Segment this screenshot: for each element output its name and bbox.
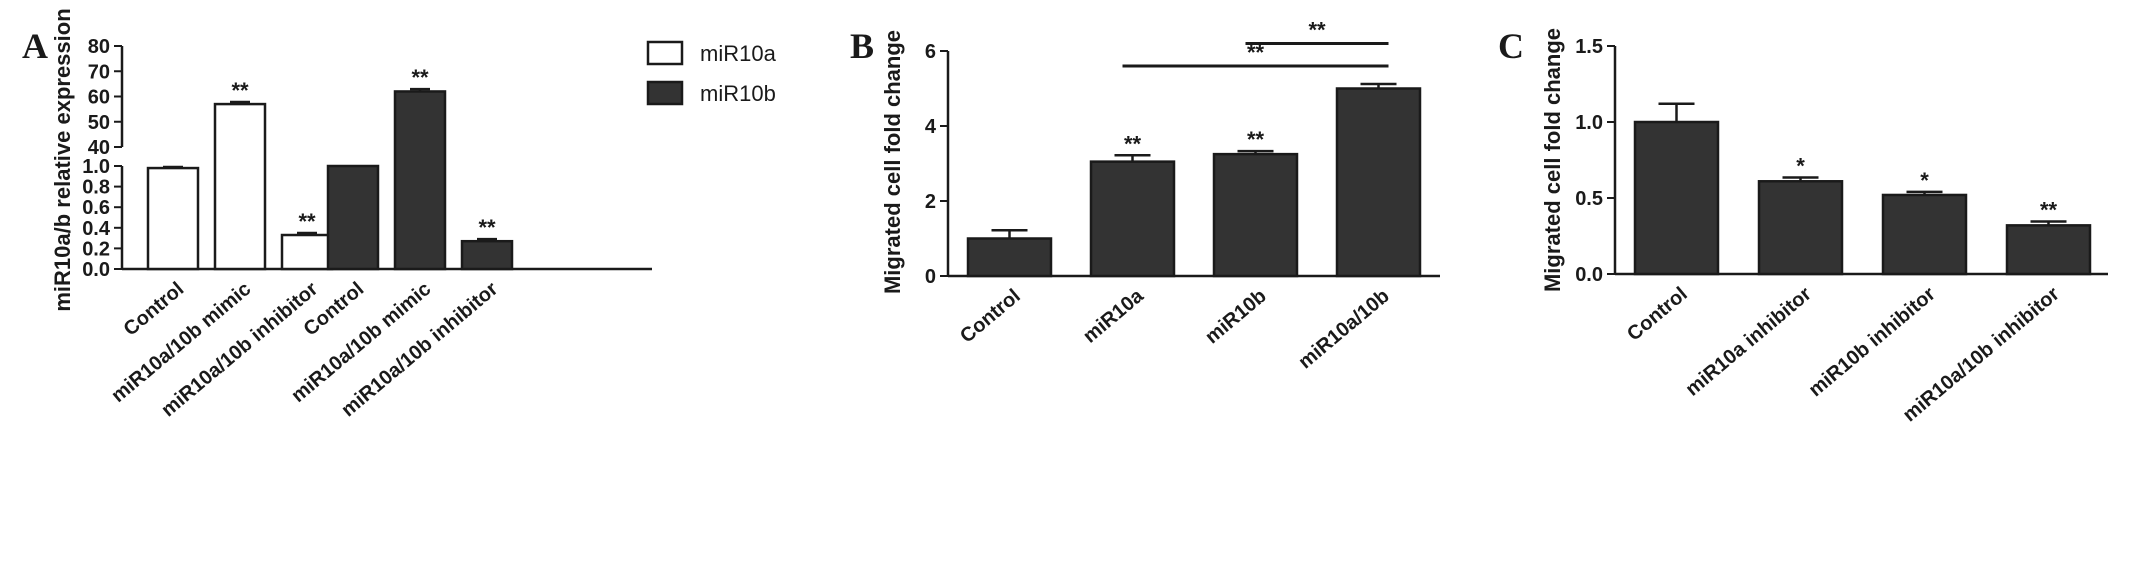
x-tick-label: miR10a/10b [1294,285,1393,373]
y-tick-label: 6 [925,41,936,63]
y-tick-label: 0.8 [82,177,110,199]
y-tick-label: 4 [925,116,937,138]
x-tick-label: miR10a [1079,284,1148,347]
bar [280,233,334,271]
legend-label: miR10b [700,81,776,106]
y-tick-label: 0.0 [1575,264,1603,286]
significance-label: ** [1247,127,1265,152]
significance-label: ** [478,215,496,240]
y-tick-label: 0.2 [82,238,110,260]
bar [1212,152,1299,278]
x-tick-label: Control [956,285,1025,348]
bar [146,166,200,271]
y-tick-label: 0 [925,266,936,288]
significance-label: * [1796,153,1805,178]
y-tick-label: 1.0 [82,156,110,178]
y-axis-label: Migrated cell fold change [1540,28,1565,292]
y-axis-label: miR10a/b relative expression [50,8,75,311]
bar [326,164,380,271]
significance-label: ** [298,209,316,234]
y-tick-label: 0.0 [82,259,110,281]
significance-label: ** [1308,18,1326,43]
x-tick-label: miR10b [1201,285,1270,348]
bar [2005,224,2092,276]
panel-letter-a: A [22,26,48,66]
bar [1335,87,1422,278]
bar [1089,160,1176,278]
bar [1881,193,1968,276]
significance-label: ** [2040,198,2058,223]
y-tick-label: 1.5 [1575,36,1603,58]
significance-label: ** [411,65,429,90]
bar [213,102,267,271]
bar [1633,120,1720,276]
y-axis-label: Migrated cell fold change [880,30,905,294]
bar [1757,180,1844,276]
significance-label: ** [1247,40,1265,65]
panel-c: C 0.0 0.5 1.0 1.5 Migrated cell fold change C… [1498,26,2108,426]
y-tick-label: 60 [88,87,110,109]
y-tick-label: 1.0 [1575,112,1603,134]
y-tick-label: 0.4 [82,218,111,240]
y-tick-label: 80 [88,36,110,58]
x-tick-label: miR10a inhibitor [1682,283,1816,401]
significance-label: ** [231,78,249,103]
significance-label: ** [1124,131,1142,156]
x-tick-label: miR10b inhibitor [1805,283,1940,401]
bar [460,239,514,271]
bar [393,90,447,271]
x-tick-label: Control [1623,283,1692,346]
y-tick-label: 40 [88,137,110,159]
panel-a: A 0.00.20.40.60.81.040 50 60 70 80 miR10a/b r… [22,8,777,421]
y-tick-label: 50 [88,112,110,134]
y-tick-label: 0.6 [82,197,110,219]
panel-b: B 0 2 4 6 Migrated cell fold change Control **… [850,18,1440,373]
legend-label: miR10a [700,41,777,66]
bar [966,237,1053,278]
y-tick-label: 2 [925,191,936,213]
panel-letter-b: B [850,26,874,66]
legend-swatch [646,80,684,106]
legend-swatch [646,40,684,66]
y-tick-label: 0.5 [1575,188,1603,210]
panel-letter-c: C [1498,26,1524,66]
significance-label: * [1920,168,1929,193]
y-tick-label: 70 [88,61,110,83]
